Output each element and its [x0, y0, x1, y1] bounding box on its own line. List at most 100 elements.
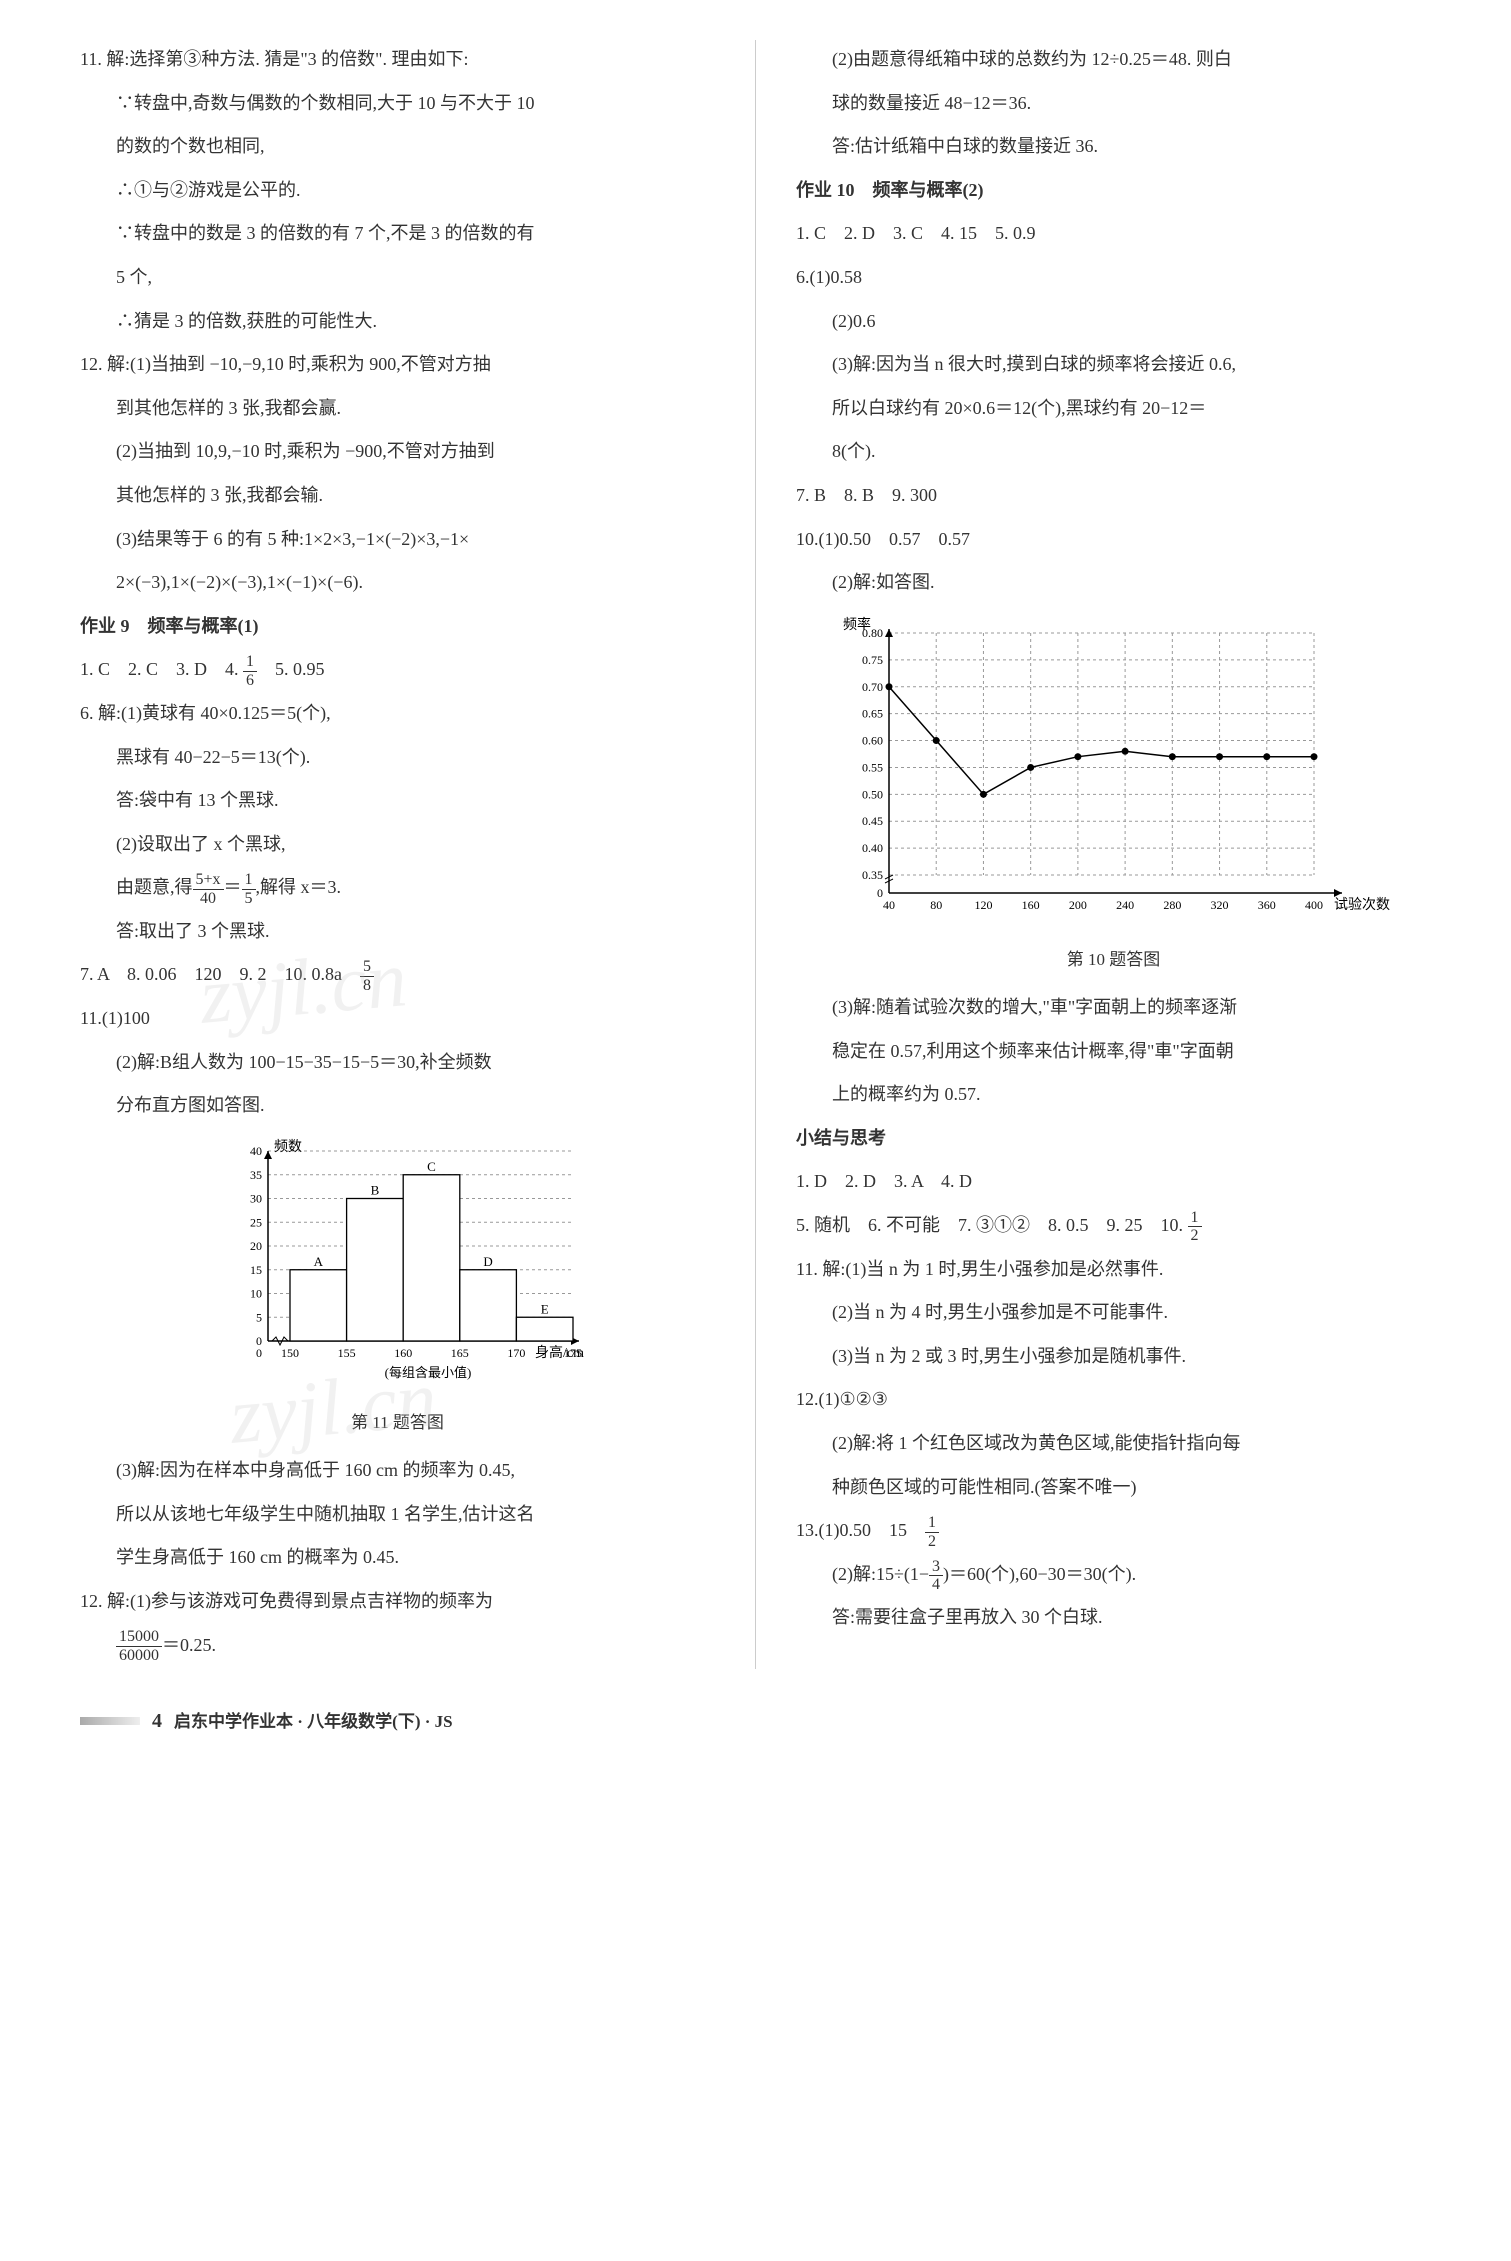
right-column: (2)由题意得纸箱中球的总数约为 12÷0.25＝48. 则白 球的数量接近 4… [796, 40, 1431, 1669]
fraction: 12 [1188, 1209, 1202, 1245]
svg-text:0.55: 0.55 [862, 760, 883, 774]
hw9-q6: 6. 解:(1)黄球有 40×0.125＝5(个), [80, 694, 715, 734]
svg-text:0.60: 0.60 [862, 733, 883, 747]
hw9-title: 作业 9 频率与概率(1) [80, 607, 715, 647]
q12-line: (2)当抽到 10,9,−10 时,乘积为 −900,不管对方抽到 [80, 432, 715, 472]
hw10-q10: (3)解:随着试验次数的增大,"車"字面朝上的频率逐渐 [796, 988, 1431, 1028]
text: 5. 0.95 [257, 659, 325, 679]
hw9-a7: 7. A 8. 0.06 120 9. 2 10. 0.8a 58 [80, 955, 715, 995]
q12-line: 到其他怎样的 3 张,我都会赢. [80, 389, 715, 429]
hw9-q12: 1500060000＝0.25. [80, 1626, 715, 1666]
summary-q12: 12.(1)①②③ [796, 1380, 1431, 1420]
summary-q13: 答:需要往盒子里再放入 30 个白球. [796, 1598, 1431, 1638]
hw9-q6: (2)设取出了 x 个黑球, [80, 825, 715, 865]
svg-text:20: 20 [250, 1239, 262, 1253]
q12-line: 2×(−3),1×(−2)×(−3),1×(−1)×(−6). [80, 563, 715, 603]
svg-text:0.35: 0.35 [862, 868, 883, 882]
text: 13.(1)0.50 15 [796, 1520, 925, 1540]
svg-text:10: 10 [250, 1286, 262, 1300]
hw10-q6: 所以白球约有 20×0.6＝12(个),黑球约有 20−12＝ [796, 389, 1431, 429]
svg-text:15: 15 [250, 1263, 262, 1277]
q12-line: 12. 解:(1)当抽到 −10,−9,10 时,乘积为 900,不管对方抽 [80, 345, 715, 385]
svg-text:0.40: 0.40 [862, 841, 883, 855]
summary-q12: (2)解:将 1 个红色区域改为黄色区域,能使指针指向每 [796, 1424, 1431, 1464]
bar-chart-container: 0510152025303540ABCDE1501551601651701750… [80, 1136, 715, 1441]
hw9-q11: (3)解:因为在样本中身高低于 160 cm 的频率为 0.45, [80, 1451, 715, 1491]
hw10-q6: (2)0.6 [796, 302, 1431, 342]
text: ＝ [224, 877, 242, 897]
hw9-q12: 12. 解:(1)参与该游戏可免费得到景点吉祥物的频率为 [80, 1582, 715, 1622]
text: ＝0.25. [162, 1635, 216, 1655]
q12-line: (3)结果等于 6 的有 5 种:1×2×3,−1×(−2)×3,−1× [80, 520, 715, 560]
q11-line: ∵转盘中的数是 3 的倍数的有 7 个,不是 3 的倍数的有 [80, 214, 715, 254]
text: ＝60(个),60−30＝30(个). [949, 1564, 1136, 1584]
svg-text:25: 25 [250, 1215, 262, 1229]
column-divider [755, 40, 756, 1669]
q11-line: 的数的个数也相同, [80, 127, 715, 167]
svg-text:165: 165 [450, 1346, 468, 1360]
footer-title: 启东中学作业本 · 八年级数学(下) · JS [174, 1703, 453, 1740]
summary-a1: 1. D 2. D 3. A 4. D [796, 1162, 1431, 1202]
svg-text:160: 160 [1021, 898, 1039, 912]
hw10-q10: 10.(1)0.50 0.57 0.57 [796, 520, 1431, 560]
fraction: 16 [243, 653, 257, 689]
hw9-q6: 答:取出了 3 个黑球. [80, 912, 715, 952]
q11-line: ∴①与②游戏是公平的. [80, 171, 715, 211]
hw10-q6: 8(个). [796, 432, 1431, 472]
hw10-answers: 1. C 2. D 3. C 4. 15 5. 0.9 [796, 214, 1431, 254]
svg-text:5: 5 [256, 1310, 262, 1324]
svg-text:0.50: 0.50 [862, 787, 883, 801]
bar-chart: 0510152025303540ABCDE1501551601651701750… [208, 1136, 588, 1396]
hw9-q6: 黑球有 40−22−5＝13(个). [80, 738, 715, 778]
svg-text:C: C [427, 1159, 436, 1174]
hw10-q10: (2)解:如答图. [796, 563, 1431, 603]
svg-text:试验次数: 试验次数 [1334, 897, 1390, 913]
q12-line: 其他怎样的 3 张,我都会输. [80, 476, 715, 516]
svg-text:0.70: 0.70 [862, 679, 883, 693]
line-chart-caption: 第 10 题答图 [796, 941, 1431, 978]
line-chart: 0.350.400.450.500.550.600.650.700.750.80… [834, 613, 1394, 933]
svg-text:170: 170 [507, 1346, 525, 1360]
q11-line: 5 个, [80, 258, 715, 298]
hw10-q10: 上的概率约为 0.57. [796, 1075, 1431, 1115]
summary-q12: 种颜色区域的可能性相同.(答案不唯一) [796, 1468, 1431, 1508]
q11-line: ∵转盘中,奇数与偶数的个数相同,大于 10 与不大于 10 [80, 84, 715, 124]
svg-text:240: 240 [1116, 898, 1134, 912]
svg-text:0.75: 0.75 [862, 653, 883, 667]
hw10-q6: 6.(1)0.58 [796, 258, 1431, 298]
text: 7. A 8. 0.06 120 9. 2 10. 0.8a [80, 964, 360, 984]
svg-text:0.45: 0.45 [862, 814, 883, 828]
footer-bar-icon [80, 1717, 140, 1725]
summary-q11: 11. 解:(1)当 n 为 1 时,男生小强参加是必然事件. [796, 1250, 1431, 1290]
svg-text:400: 400 [1305, 898, 1323, 912]
fraction: 58 [360, 958, 374, 994]
q11-line: ∴猜是 3 的倍数,获胜的可能性大. [80, 302, 715, 342]
cont-line: (2)由题意得纸箱中球的总数约为 12÷0.25＝48. 则白 [796, 40, 1431, 80]
svg-text:D: D [483, 1254, 492, 1269]
summary-title: 小结与思考 [796, 1119, 1431, 1159]
text: ,解得 x＝3. [256, 877, 342, 897]
left-column: 11. 解:选择第③种方法. 猜是"3 的倍数". 理由如下: ∵转盘中,奇数与… [80, 40, 715, 1669]
q11-line: 11. 解:选择第③种方法. 猜是"3 的倍数". 理由如下: [80, 40, 715, 80]
line-chart-container: 0.350.400.450.500.550.600.650.700.750.80… [796, 613, 1431, 978]
hw10-title: 作业 10 频率与概率(2) [796, 171, 1431, 211]
bar-chart-caption: 第 11 题答图 [80, 1404, 715, 1441]
svg-text:360: 360 [1257, 898, 1275, 912]
svg-text:35: 35 [250, 1168, 262, 1182]
svg-text:120: 120 [974, 898, 992, 912]
hw9-q11: 11.(1)100 [80, 999, 715, 1039]
svg-text:40: 40 [883, 898, 895, 912]
text: (2)解:15÷ [832, 1564, 904, 1584]
fraction: 1500060000 [116, 1628, 162, 1664]
page-number: 4 [152, 1699, 162, 1743]
page-columns: 11. 解:选择第③种方法. 猜是"3 的倍数". 理由如下: ∵转盘中,奇数与… [80, 40, 1431, 1669]
svg-text:B: B [370, 1182, 379, 1197]
svg-text:E: E [540, 1301, 548, 1316]
summary-q11: (2)当 n 为 4 时,男生小强参加是不可能事件. [796, 1293, 1431, 1333]
svg-text:320: 320 [1210, 898, 1228, 912]
hw10-a7: 7. B 8. B 9. 300 [796, 476, 1431, 516]
fraction: 12 [925, 1514, 939, 1550]
text: 1. C 2. C 3. D 4. [80, 659, 243, 679]
fraction: 34 [929, 1558, 943, 1594]
svg-text:身高/cm: 身高/cm [535, 1344, 584, 1361]
